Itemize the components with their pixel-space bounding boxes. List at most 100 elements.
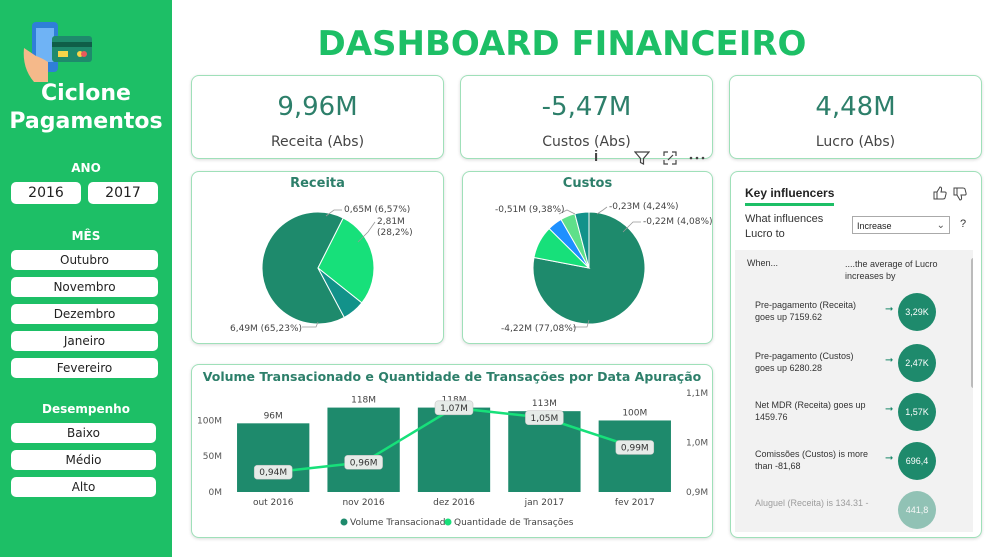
brand-line-2: Pagamentos (9, 109, 163, 134)
arrow-right-icon: ➞ (885, 404, 894, 415)
volume-bar-label: 100M (622, 408, 647, 418)
volume-bar-label: 118M (442, 396, 467, 406)
influencer-text-line-1: Net MDR (Receita) goes up (755, 400, 866, 410)
scrollbar[interactable] (971, 258, 973, 388)
ano-2017-button[interactable]: 2017 (88, 182, 158, 204)
influencer-row[interactable]: Net MDR (Receita) goes up 1459.76 (755, 399, 875, 423)
key-influencers-title[interactable]: Key influencers (745, 186, 835, 206)
slice-label: -0,23M (4,24%) (609, 202, 679, 212)
influencer-value-bubble[interactable]: 2,47K (898, 344, 936, 382)
transacoes-point-label: 1,07M (440, 404, 468, 414)
leader-line (558, 209, 576, 215)
transacoes-point-label: 1,05M (530, 414, 558, 424)
volume-bar-label: 113M (532, 399, 557, 409)
mes-novembro-button[interactable]: Novembro (11, 277, 158, 297)
slice-label: 0,65M (6,57%) (344, 205, 410, 215)
x-tick-label: jan 2017 (524, 498, 565, 508)
leader-line (596, 206, 608, 215)
chevron-down-icon: ⌄ (936, 220, 945, 231)
influencer-value-bubble[interactable]: 3,29K (898, 293, 936, 331)
y-left-tick-label: 0M (209, 488, 223, 498)
transacoes-point-label-bg (344, 455, 383, 470)
slice-label: -0,22M (4,08%) (643, 217, 712, 227)
page-title: DASHBOARD FINANCEIRO (317, 24, 807, 64)
sidebar: Ciclone Pagamentos ANO 2016 2017 MÊS Out… (0, 0, 172, 557)
filter-icon[interactable] (634, 150, 650, 166)
influencer-row[interactable]: Pre-pagamento (Receita) goes up 7159.62 (755, 299, 875, 323)
influencer-value-bubble[interactable]: 1,57K (898, 393, 936, 431)
more-options-icon[interactable] (688, 150, 706, 166)
kpi-card-lucro: 4,48M Lucro (Abs) (729, 75, 982, 159)
influencer-text-line-1: Aluguel (Receita) is 134.31 - (755, 498, 869, 508)
transacoes-point-label: 0,99M (621, 443, 649, 453)
y-left-tick-label: 100M (197, 416, 222, 426)
influencer-row[interactable]: Comissões (Custos) is more than -81,68 (755, 448, 875, 472)
pie-slice (261, 211, 345, 325)
influencer-value-bubble[interactable]: 696,4 (898, 442, 936, 480)
desempenho-baixo-button[interactable]: Baixo (11, 423, 156, 443)
desempenho-alto-button[interactable]: Alto (11, 477, 156, 497)
influencer-row[interactable]: Pre-pagamento (Custos) goes up 6280.28 (755, 350, 875, 374)
pie-slice (317, 217, 375, 304)
info-icon[interactable]: i (594, 148, 599, 165)
influencer-row[interactable]: Aluguel (Receita) is 134.31 - (755, 497, 875, 509)
ano-2016-button[interactable]: 2016 (11, 182, 81, 204)
mes-label: MÊS (71, 229, 101, 243)
x-tick-label: nov 2016 (342, 498, 385, 508)
mes-outubro-button[interactable]: Outubro (11, 250, 158, 270)
custos-pie-chart: -4,22M (77,08%) -0,51M (9,38%) -0,23M (4,2… (495, 202, 712, 334)
influencer-text-line-1: Pre-pagamento (Receita) (755, 300, 857, 310)
influencer-text-line-1: Comissões (Custos) is more (755, 449, 869, 459)
slice-label: (28,2%) (377, 228, 413, 238)
arrow-right-icon: ➞ (885, 304, 894, 315)
kpi-value: -5,47M (541, 92, 632, 122)
volume-bar (417, 407, 491, 492)
y-right-tick-label: 1,1M (686, 389, 708, 399)
volume-bar-label: 118M (351, 396, 376, 406)
kpi-value: 4,48M (815, 92, 896, 122)
arrow-right-icon: ➞ (885, 355, 894, 366)
ki-question: What influences Lucro to (745, 212, 835, 242)
slice-label: 6,49M (65,23%) (230, 324, 302, 334)
transacoes-point-label-bg (434, 400, 474, 416)
average-header-line-2: increases by (845, 271, 896, 281)
focus-mode-icon[interactable] (662, 150, 678, 166)
chart-title: Receita (290, 176, 345, 191)
brand-line-1: Ciclone (41, 81, 131, 106)
influencer-text-line-2: than -81,68 (755, 461, 801, 471)
leader-line (622, 221, 641, 233)
ki-question-line-1: What influences (745, 213, 824, 225)
average-header-line-1: ....the average of Lucro (845, 259, 938, 269)
receita-pie-card: Receita 6,49M (65,23%) 2,81M (28,2%) 0,65M … (191, 171, 444, 344)
when-header: When... (747, 258, 779, 268)
kpi-label: Lucro (Abs) (815, 134, 896, 150)
volume-bar (237, 423, 310, 492)
influencer-text-line-2: goes up 7159.62 (755, 312, 823, 322)
kpi-card-receita: 9,96M Receita (Abs) (191, 75, 444, 159)
increase-dropdown[interactable]: Increase ⌄ (852, 216, 950, 234)
average-header: ....the average of Lucro increases by (845, 258, 955, 282)
thumbs-down-icon[interactable] (953, 187, 967, 201)
desempenho-medio-button[interactable]: Médio (11, 450, 156, 470)
kpi-card-custos: -5,47M Custos (Abs) (460, 75, 713, 159)
influencers-list: When... ....the average of Lucro increas… (735, 250, 973, 532)
volume-combo-card: Volume Transacionado e Quantidade de Tra… (191, 364, 713, 538)
slice-label: -4,22M (77,08%) (501, 324, 576, 334)
volume-bar (598, 420, 671, 492)
legend-marker (444, 518, 452, 526)
mes-dezembro-button[interactable]: Dezembro (11, 304, 158, 324)
x-tick-label: dez 2016 (433, 498, 475, 508)
influencer-value-bubble[interactable]: 441,8 (898, 491, 936, 529)
mes-fevereiro-button[interactable]: Fevereiro (11, 358, 158, 378)
thumbs-up-icon[interactable] (933, 186, 947, 200)
key-influencers-card: Key influencers What influences Lucro to… (730, 171, 982, 538)
kpi-label: Receita (Abs) (270, 134, 365, 150)
mes-janeiro-button[interactable]: Janeiro (11, 331, 158, 351)
kpi-value: 9,96M (277, 92, 358, 122)
help-icon[interactable]: ? (960, 218, 967, 230)
ano-label: ANO (71, 161, 101, 175)
legend-label: Quantidade de Transações (454, 518, 574, 528)
y-right-tick-label: 1,0M (686, 439, 708, 449)
volume-combo-chart: 0M 50M 100M 0,9M 1,0M 1,1M 96M out 2016 118M nov … (197, 389, 708, 528)
transacoes-point-label-bg (253, 464, 293, 480)
